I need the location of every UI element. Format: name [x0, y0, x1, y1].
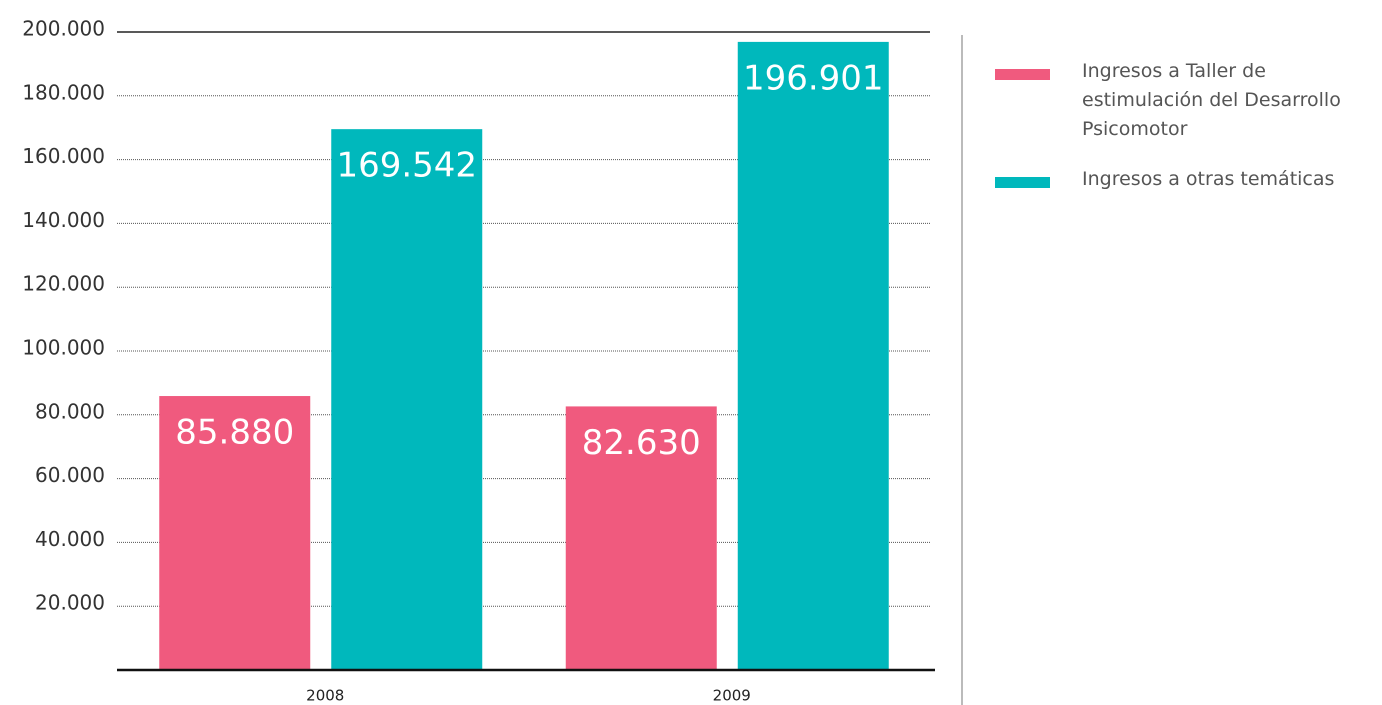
x-tick-label: 2009: [713, 687, 751, 705]
legend-item: Ingresos a otras temáticas: [995, 168, 1375, 194]
legend-item: Ingresos a Taller de estimulación del De…: [995, 60, 1375, 144]
legend-label: Ingresos a Taller de estimulación del De…: [1082, 60, 1341, 140]
bar: [737, 41, 889, 671]
y-tick-label: 180.000: [22, 80, 105, 104]
y-tick-label: 40.000: [35, 527, 105, 551]
bar: [565, 406, 717, 670]
bar: [159, 396, 311, 670]
data-label: 169.542: [336, 146, 477, 186]
y-tick-label: 20.000: [35, 591, 105, 615]
y-tick-label: 100.000: [22, 336, 105, 360]
legend-swatch: [995, 177, 1050, 188]
y-tick-label: 200.000: [22, 17, 105, 41]
legend-label: Ingresos a otras temáticas: [1082, 168, 1335, 190]
legend: Ingresos a Taller de estimulación del De…: [995, 60, 1375, 220]
bar: [331, 129, 483, 671]
legend-swatch: [995, 69, 1050, 80]
x-tick-label: 2008: [306, 687, 344, 705]
data-label: 196.901: [743, 58, 884, 98]
y-tick-label: 80.000: [35, 399, 105, 423]
y-tick-label: 120.000: [22, 272, 105, 296]
data-label: 82.630: [582, 423, 701, 463]
y-tick-label: 60.000: [35, 463, 105, 487]
y-tick-label: 140.000: [22, 208, 105, 232]
y-tick-label: 160.000: [22, 144, 105, 168]
data-label: 85.880: [175, 413, 294, 453]
